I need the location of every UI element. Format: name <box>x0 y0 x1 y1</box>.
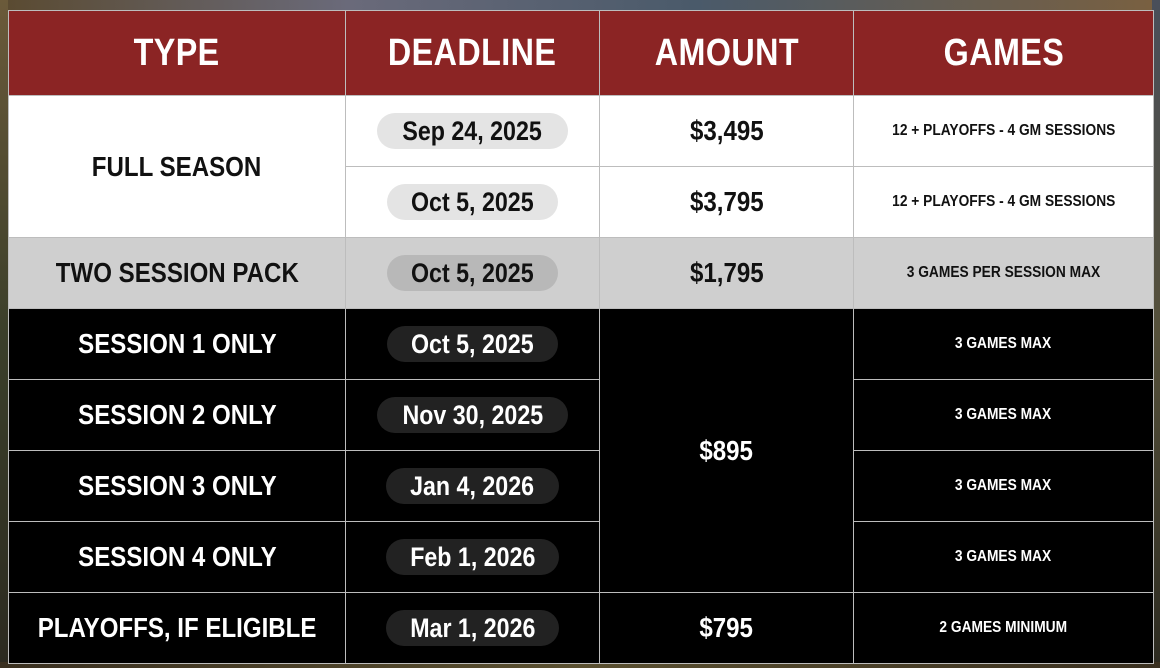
header-amount: AMOUNT <box>599 10 854 96</box>
table-row-full-season-1: FULL SEASON Sep 24, 2025 $3,495 12 + PLA… <box>8 95 1154 238</box>
games-cell: 3 GAMES MAX <box>853 379 1154 451</box>
deadline-cell: Oct 5, 2025 <box>345 308 600 380</box>
amount-cell: $3,795 <box>599 166 854 238</box>
table-row-two-session: TWO SESSION PACK Oct 5, 2025 $1,795 3 GA… <box>8 237 1154 309</box>
type-playoffs: PLAYOFFS, IF ELIGIBLE <box>8 592 346 664</box>
type-two-session: TWO SESSION PACK <box>8 237 346 309</box>
deadline-pill: Mar 1, 2026 <box>385 610 560 646</box>
games-cell: 3 GAMES MAX <box>853 308 1154 380</box>
deadline-pill: Oct 5, 2025 <box>387 326 558 362</box>
pricing-table: TYPE DEADLINE AMOUNT GAMES FULL SEASON S… <box>8 10 1154 664</box>
amount-cell: $795 <box>599 592 854 664</box>
deadline-pill: Jan 4, 2026 <box>386 468 559 504</box>
deadline-cell: Oct 5, 2025 <box>345 237 600 309</box>
deadline-pill: Feb 1, 2026 <box>385 539 560 575</box>
games-cell: 3 GAMES PER SESSION MAX <box>853 237 1154 309</box>
games-cell: 2 GAMES MINIMUM <box>853 592 1154 664</box>
table-row-session-1: SESSION 1 ONLY Oct 5, 2025 $895 3 GAMES … <box>8 308 1154 593</box>
amount-cell: $1,795 <box>599 237 854 309</box>
deadline-pill: Nov 30, 2025 <box>376 397 569 433</box>
games-cell: 12 + PLAYOFFS - 4 GM SESSIONS <box>853 166 1154 238</box>
background-bottom <box>0 662 1160 668</box>
background-right <box>1152 0 1160 668</box>
header-type: TYPE <box>8 10 346 96</box>
header-deadline: DEADLINE <box>345 10 600 96</box>
amount-cell: $3,495 <box>599 95 854 167</box>
table-row-playoffs: PLAYOFFS, IF ELIGIBLE Mar 1, 2026 $795 2… <box>8 592 1154 664</box>
background-left <box>0 0 8 668</box>
type-session-3: SESSION 3 ONLY <box>8 450 346 522</box>
deadline-pill: Oct 5, 2025 <box>387 255 558 291</box>
amount-sessions: $895 <box>599 308 854 593</box>
games-cell: 12 + PLAYOFFS - 4 GM SESSIONS <box>853 95 1154 167</box>
type-session-4: SESSION 4 ONLY <box>8 521 346 593</box>
type-session-1: SESSION 1 ONLY <box>8 308 346 380</box>
deadline-cell: Jan 4, 2026 <box>345 450 600 522</box>
deadline-pill: Oct 5, 2025 <box>387 184 558 220</box>
background-top <box>0 0 1160 10</box>
header-row: TYPE DEADLINE AMOUNT GAMES <box>8 10 1154 96</box>
table-row-session-4: SESSION 4 ONLY Feb 1, 2026 3 GAMES MAX <box>8 521 1154 593</box>
deadline-cell: Nov 30, 2025 <box>345 379 600 451</box>
deadline-cell: Mar 1, 2026 <box>345 592 600 664</box>
games-cell: 3 GAMES MAX <box>853 450 1154 522</box>
header-games: GAMES <box>853 10 1154 96</box>
type-full-season: FULL SEASON <box>8 95 346 238</box>
deadline-cell: Feb 1, 2026 <box>345 521 600 593</box>
games-cell: 3 GAMES MAX <box>853 521 1154 593</box>
deadline-cell: Oct 5, 2025 <box>345 166 600 238</box>
deadline-pill: Sep 24, 2025 <box>377 113 568 149</box>
deadline-cell: Sep 24, 2025 <box>345 95 600 167</box>
table-row-full-season-2: Oct 5, 2025 $3,795 12 + PLAYOFFS - 4 GM … <box>9 166 1154 238</box>
table-row-session-2: SESSION 2 ONLY Nov 30, 2025 3 GAMES MAX <box>8 379 1154 451</box>
type-session-2: SESSION 2 ONLY <box>8 379 346 451</box>
table-row-session-3: SESSION 3 ONLY Jan 4, 2026 3 GAMES MAX <box>8 450 1154 522</box>
